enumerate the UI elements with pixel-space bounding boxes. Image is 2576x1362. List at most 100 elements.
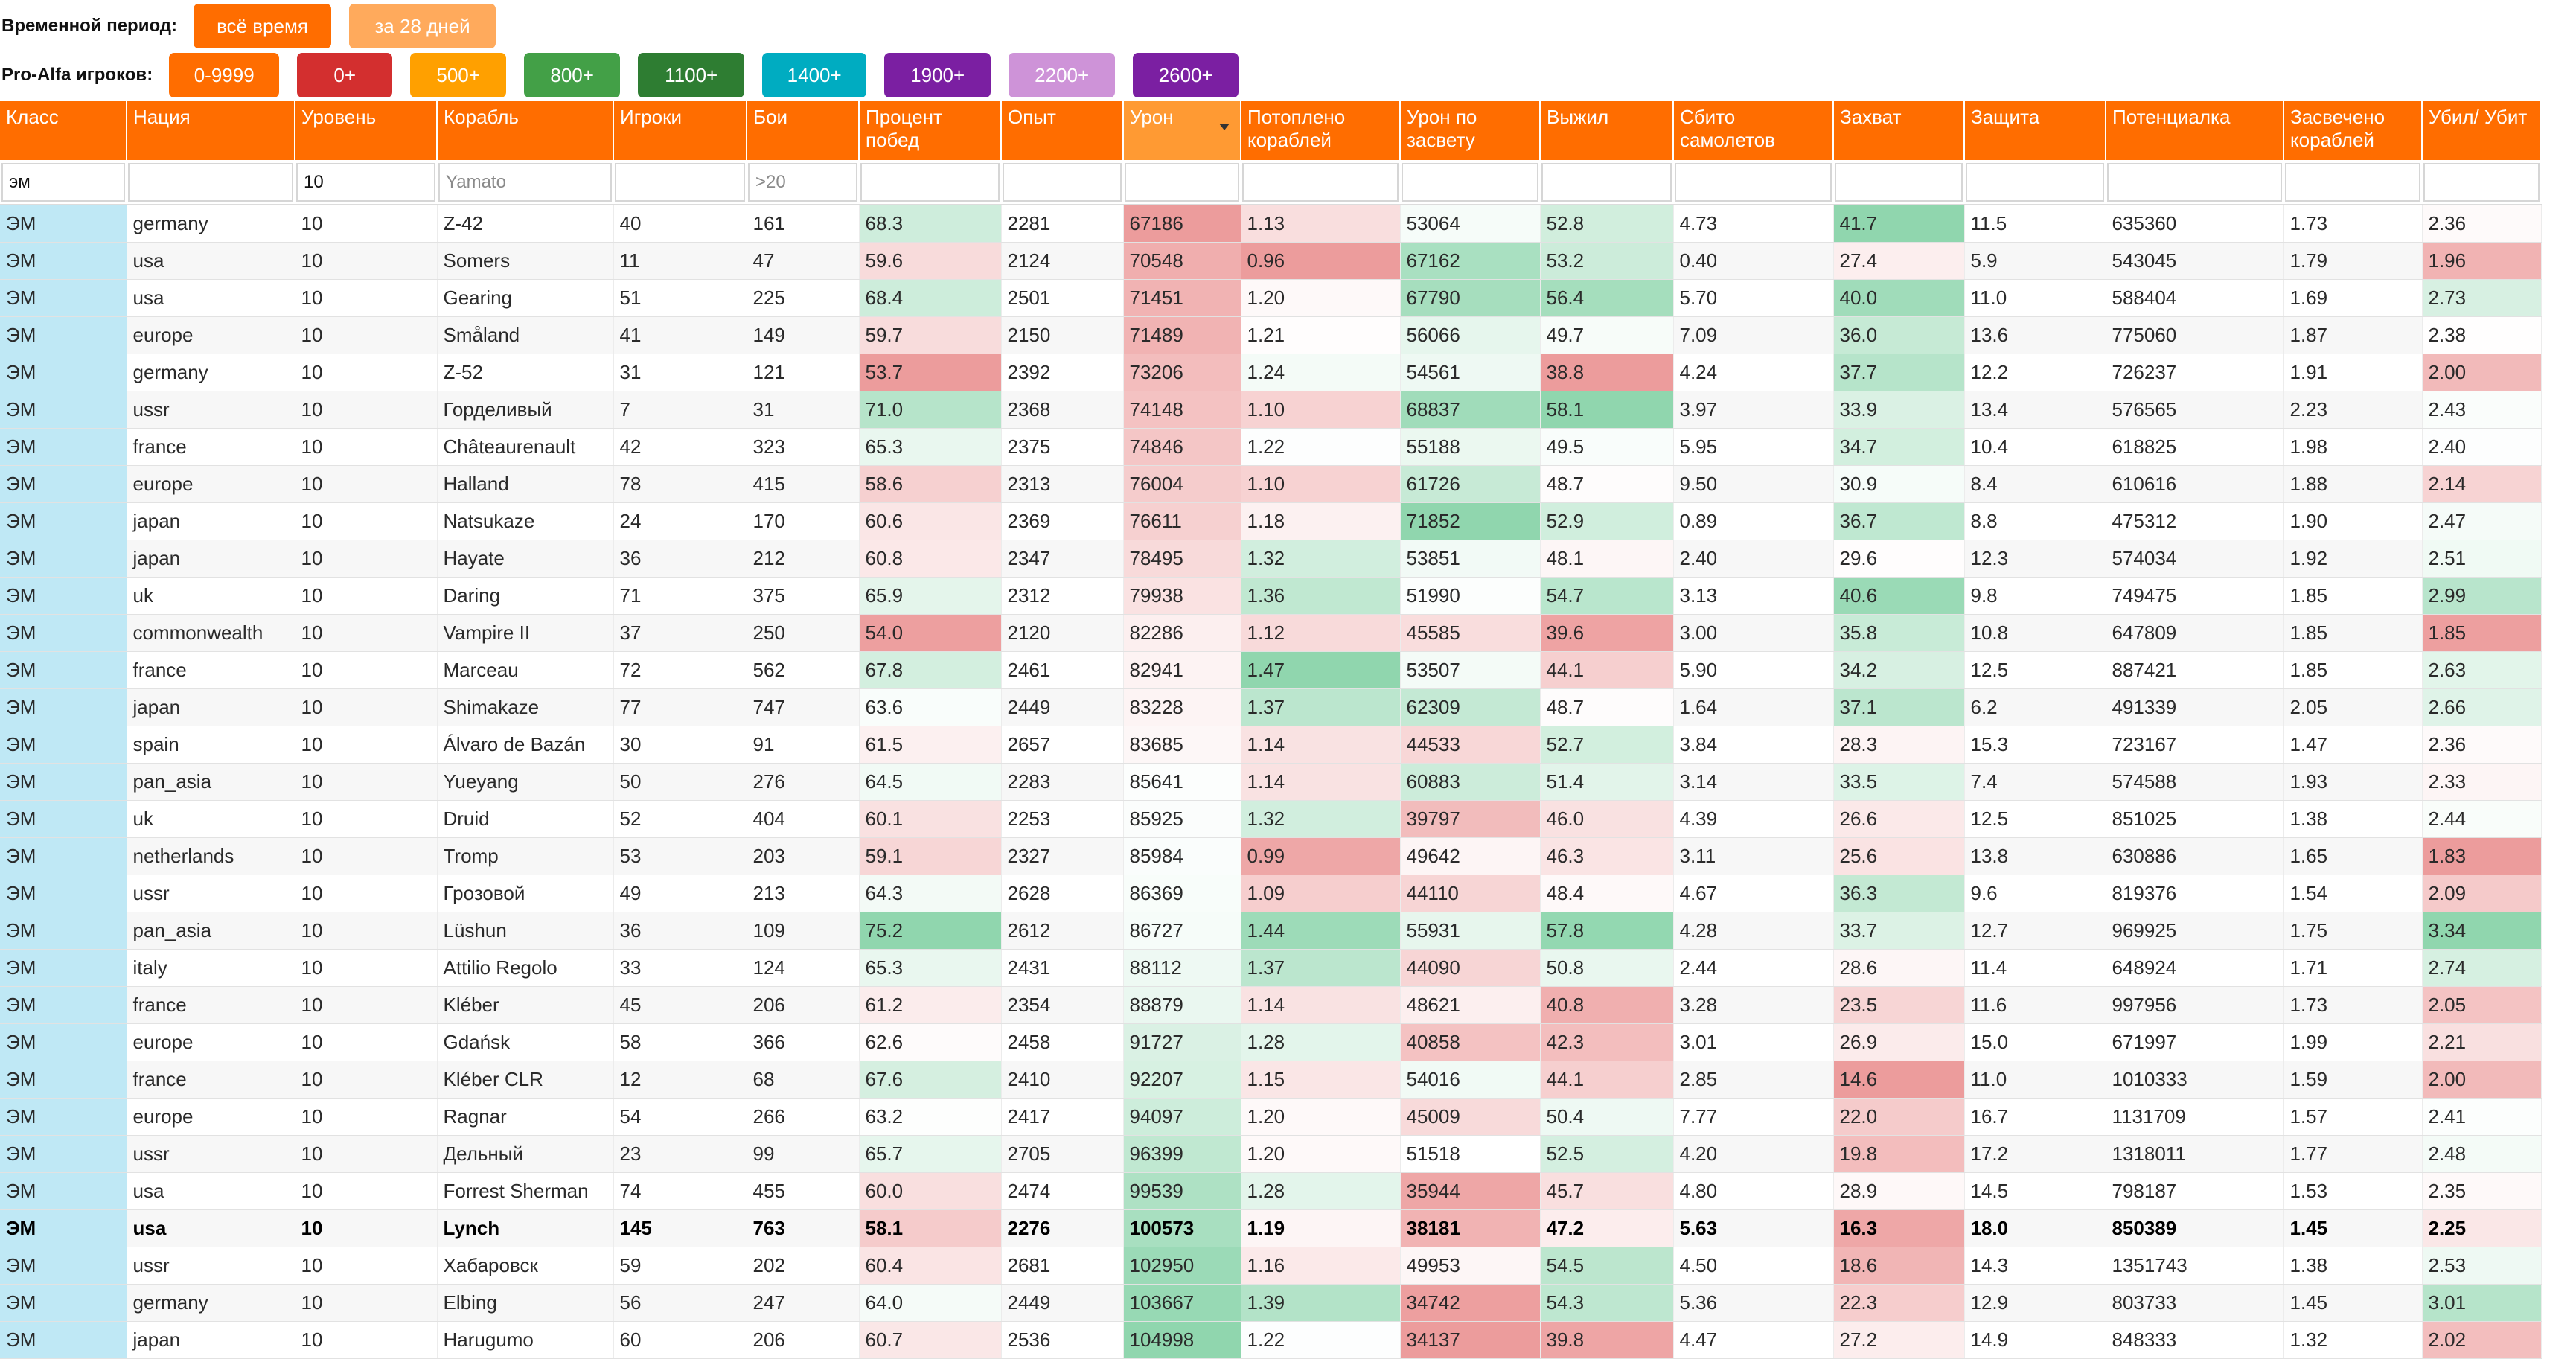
column-header-planes[interactable]: Сбито самолетов [1673, 101, 1834, 160]
column-header-dmg[interactable]: Урон [1123, 101, 1241, 160]
cell-cls: ЭМ [0, 651, 127, 689]
cell-kills: 1.36 [1241, 577, 1401, 615]
column-header-cap[interactable]: Захват [1833, 101, 1965, 160]
column-header-pot[interactable]: Потенциалка [2106, 101, 2284, 160]
cell-xp: 2628 [1001, 875, 1124, 912]
cell-battles: 250 [747, 614, 860, 652]
filter-input-players[interactable] [615, 162, 745, 202]
cell-surv: 42.3 [1540, 1023, 1674, 1061]
column-header-spot[interactable]: Урон по засвету [1400, 101, 1541, 160]
filter-input-planes[interactable] [1675, 162, 1832, 202]
column-header-tier[interactable]: Уровень [295, 101, 438, 160]
cell-kd: 2.25 [2422, 1209, 2542, 1247]
cell-kills: 1.32 [1241, 800, 1401, 838]
proalfa-0-9999-button[interactable]: 0-9999 [169, 53, 280, 97]
column-header-kd[interactable]: Убил/ Убит [2422, 101, 2542, 160]
table-row: ЭМ usa 10 Forrest Sherman 74 455 60.0 2474 99539… [0, 1172, 2542, 1210]
cell-nation: ussr [127, 1135, 295, 1173]
cell-nation: japan [127, 540, 295, 578]
cell-cls: ЭМ [0, 949, 127, 987]
filter-input-ship[interactable] [438, 162, 612, 202]
cell-dmg: 88112 [1123, 949, 1241, 987]
proalfa-1900plus-button[interactable]: 1900+ [884, 53, 991, 97]
cell-xp: 2327 [1001, 837, 1124, 875]
cell-players: 74 [613, 1172, 747, 1210]
filter-input-wr[interactable] [860, 162, 1000, 202]
cell-planes: 4.28 [1673, 912, 1834, 950]
filter-input-spotted[interactable] [2285, 162, 2420, 202]
cell-dmg: 82286 [1123, 614, 1241, 652]
cell-spot: 49642 [1400, 837, 1541, 875]
cell-xp: 2124 [1001, 242, 1124, 280]
cell-players: 36 [613, 912, 747, 950]
cell-xp: 2431 [1001, 949, 1124, 987]
proalfa-500plus-button[interactable]: 500+ [410, 53, 507, 97]
proalfa-800plus-button[interactable]: 800+ [524, 53, 621, 97]
cell-surv: 52.5 [1540, 1135, 1674, 1173]
filter-input-cap[interactable] [1835, 162, 1963, 202]
column-header-ship[interactable]: Корабль [437, 101, 614, 160]
proalfa-1400plus-button[interactable]: 1400+ [762, 53, 867, 97]
cell-tier: 10 [295, 986, 438, 1024]
filter-input-spot[interactable] [1402, 162, 1538, 202]
period-all-time-button[interactable]: всё время [194, 4, 332, 48]
proalfa-2600plus-button[interactable]: 2600+ [1133, 53, 1239, 97]
cell-spotted: 1.99 [2283, 1023, 2423, 1061]
cell-kills: 1.24 [1241, 354, 1401, 391]
cell-xp: 2354 [1001, 986, 1124, 1024]
cell-dmg: 82941 [1123, 651, 1241, 689]
column-header-battles[interactable]: Бои [747, 101, 860, 160]
cell-kills: 1.13 [1241, 205, 1401, 243]
column-header-cls[interactable]: Класс [0, 101, 127, 160]
column-header-kills[interactable]: Потоплено кораблей [1241, 101, 1401, 160]
filter-input-cls[interactable] [1, 162, 125, 202]
column-header-wr[interactable]: Процент побед [859, 101, 1002, 160]
cell-players: 59 [613, 1247, 747, 1285]
table-row: ЭМ spain 10 Álvaro de Bazán 30 91 61.5 2657 8368… [0, 726, 2542, 764]
cell-cls: ЭМ [0, 726, 127, 764]
filter-input-tier[interactable] [296, 162, 435, 202]
cell-planes: 3.28 [1673, 986, 1834, 1024]
filter-input-surv[interactable] [1541, 162, 1672, 202]
cell-ship: Vampire II [437, 614, 614, 652]
cell-spotted: 1.85 [2283, 614, 2423, 652]
cell-battles: 225 [747, 279, 860, 317]
cell-def: 14.3 [1964, 1247, 2106, 1285]
proalfa-2200plus-button[interactable]: 2200+ [1009, 53, 1116, 97]
cell-surv: 48.7 [1540, 688, 1674, 726]
filter-input-kills[interactable] [1242, 162, 1399, 202]
column-header-nation[interactable]: Нация [127, 101, 295, 160]
column-header-players[interactable]: Игроки [613, 101, 747, 160]
cell-def: 17.2 [1964, 1135, 2106, 1173]
cell-battles: 203 [747, 837, 860, 875]
filter-input-xp[interactable] [1003, 162, 1122, 202]
table-row: ЭМ france 10 Kléber CLR 12 68 67.6 2410 92207 1.1… [0, 1061, 2542, 1099]
filter-input-kd[interactable] [2423, 162, 2540, 202]
table-row: ЭМ uk 10 Daring 71 375 65.9 2312 79938 1.36 51990 5… [0, 577, 2542, 615]
cell-pot: 588404 [2106, 279, 2284, 317]
period-filter: Временной период: всё время за 28 дней [0, 3, 514, 49]
period-28-days-button[interactable]: за 28 дней [349, 4, 496, 48]
filter-input-battles[interactable] [748, 162, 857, 202]
filter-input-nation[interactable] [128, 162, 293, 202]
proalfa-1100plus-button[interactable]: 1100+ [638, 53, 745, 97]
cell-nation: germany [127, 1284, 295, 1322]
cell-kd: 2.47 [2422, 502, 2542, 540]
column-header-def[interactable]: Защита [1964, 101, 2106, 160]
cell-tier: 10 [295, 1172, 438, 1210]
cell-cls: ЭМ [0, 316, 127, 354]
cell-wr: 62.6 [859, 1023, 1002, 1061]
table-row: ЭМ germany 10 Z-42 40 161 68.3 2281 67186 1.13 530… [0, 205, 2542, 243]
column-header-surv[interactable]: Выжил [1540, 101, 1674, 160]
column-header-xp[interactable]: Опыт [1001, 101, 1124, 160]
cell-wr: 65.9 [859, 577, 1002, 615]
cell-wr: 53.7 [859, 354, 1002, 391]
filter-input-dmg[interactable] [1125, 162, 1239, 202]
filter-input-def[interactable] [1966, 162, 2104, 202]
filter-input-pot[interactable] [2107, 162, 2282, 202]
cell-players: 56 [613, 1284, 747, 1322]
column-header-spotted[interactable]: Засвечено кораблей [2283, 101, 2423, 160]
cell-pot: 610616 [2106, 465, 2284, 503]
cell-battles: 747 [747, 688, 860, 726]
proalfa-0plus-button[interactable]: 0+ [297, 53, 393, 97]
